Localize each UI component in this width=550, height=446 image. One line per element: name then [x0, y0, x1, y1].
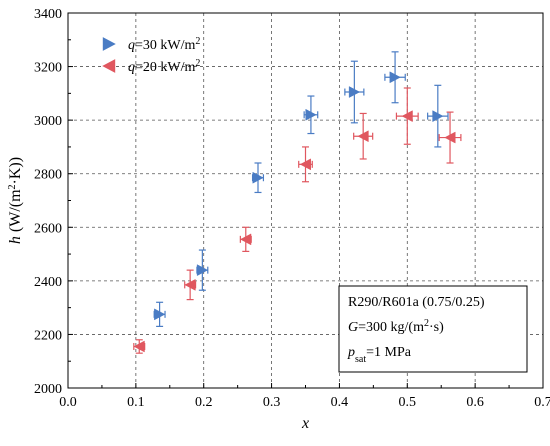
- annotation-pressure-symbol: p: [347, 345, 355, 360]
- series-1: [133, 87, 462, 354]
- y-tick-label: 2200: [34, 328, 62, 343]
- x-tick-label: 0.5: [399, 395, 417, 410]
- legend-label-q30-exponent: 2: [195, 36, 200, 47]
- x-tick-label: 0.4: [331, 395, 349, 410]
- x-tick-label: 0.0: [59, 395, 77, 410]
- legend-label-q20-exponent: 2: [195, 58, 200, 69]
- data-point-triangle-left: [299, 158, 311, 171]
- legend: q=30 kW/m2 q=20 kW/m2: [102, 36, 200, 76]
- y-axis-label-symbol: h: [7, 236, 24, 244]
- data-point-triangle-left: [133, 340, 145, 353]
- y-axis-label-unit-end: ·K)): [7, 157, 24, 185]
- data-point-triangle-left: [184, 278, 196, 291]
- legend-item-q20: q=20 kW/m2: [102, 58, 200, 76]
- legend-marker-triangle-left: [102, 59, 116, 73]
- y-axis-label: h (W/(m2·K)): [7, 157, 25, 244]
- x-axis-label: x: [301, 415, 309, 432]
- x-tick-label: 0.7: [534, 395, 550, 410]
- y-tick-label: 3400: [34, 7, 62, 22]
- legend-label-q20: q=20 kW/m2: [128, 58, 200, 76]
- legend-label-q30-value: =30 kW/m: [135, 38, 195, 53]
- legend-label-q20-symbol: q: [128, 60, 135, 75]
- annotation-mass-flux: G=300 kg/(m2·s): [348, 318, 444, 336]
- legend-item-q30: q=30 kW/m2: [102, 36, 200, 54]
- x-tick-label: 0.3: [263, 395, 281, 410]
- annotation-pressure: psat=1 MPa: [347, 345, 412, 365]
- data-point-triangle-left: [357, 130, 369, 143]
- legend-label-q20-value: =20 kW/m: [135, 60, 195, 75]
- data-point-triangle-right: [348, 86, 361, 98]
- y-axis-label-unit: (W/(m: [7, 189, 24, 236]
- grid-lines: [68, 13, 543, 388]
- annotation-pressure-subscript: sat: [355, 354, 366, 365]
- data-point-triangle-left: [444, 131, 456, 144]
- legend-marker-triangle-right: [102, 37, 116, 51]
- y-tick-label: 3000: [34, 114, 62, 129]
- data-point-triangle-left: [240, 233, 252, 246]
- y-tick-label: 2800: [34, 168, 62, 183]
- annotation-pressure-value: =1 MPa: [366, 345, 412, 360]
- y-axis-label-exponent: 2: [7, 184, 18, 189]
- data-point-triangle-left: [401, 110, 413, 123]
- data-series: [133, 51, 462, 354]
- conditions-annotation-box: R290/R601a (0.75/0.25) G=300 kg/(m2·s) p…: [338, 285, 528, 373]
- annotation-mass-flux-symbol: G: [348, 320, 358, 335]
- axis-tick-labels: 0.0 0.1 0.2 0.3 0.4 0.5 0.6 0.7 2000 2200 2400 2600…: [34, 7, 550, 410]
- data-point-triangle-right: [196, 264, 209, 277]
- x-tick-label: 0.2: [195, 395, 213, 410]
- y-tick-label: 2000: [34, 382, 62, 397]
- data-point-triangle-right: [305, 108, 317, 121]
- data-point-triangle-right: [432, 110, 444, 123]
- legend-label-q30-symbol: q: [128, 38, 135, 53]
- legend-label-q30: q=30 kW/m2: [128, 36, 200, 54]
- x-tick-label: 0.6: [466, 395, 484, 410]
- y-tick-label: 2600: [34, 221, 62, 236]
- x-tick-label: 0.1: [127, 395, 145, 410]
- y-tick-label: 2400: [34, 275, 62, 290]
- data-point-triangle-right: [389, 71, 401, 84]
- series-0: [153, 51, 449, 327]
- annotation-mass-flux-value: =300 kg/(m: [358, 320, 424, 335]
- annotation-mass-flux-unit: ·s): [429, 320, 444, 335]
- annotation-mixture: R290/R601a (0.75/0.25): [348, 295, 485, 310]
- y-tick-label: 3200: [34, 61, 62, 76]
- annotation-mass-flux-exponent: 2: [424, 318, 429, 329]
- data-point-triangle-right: [252, 171, 264, 184]
- data-point-triangle-right: [154, 308, 166, 321]
- axis-ticks: [67, 12, 544, 389]
- annotation-frame: [338, 285, 528, 373]
